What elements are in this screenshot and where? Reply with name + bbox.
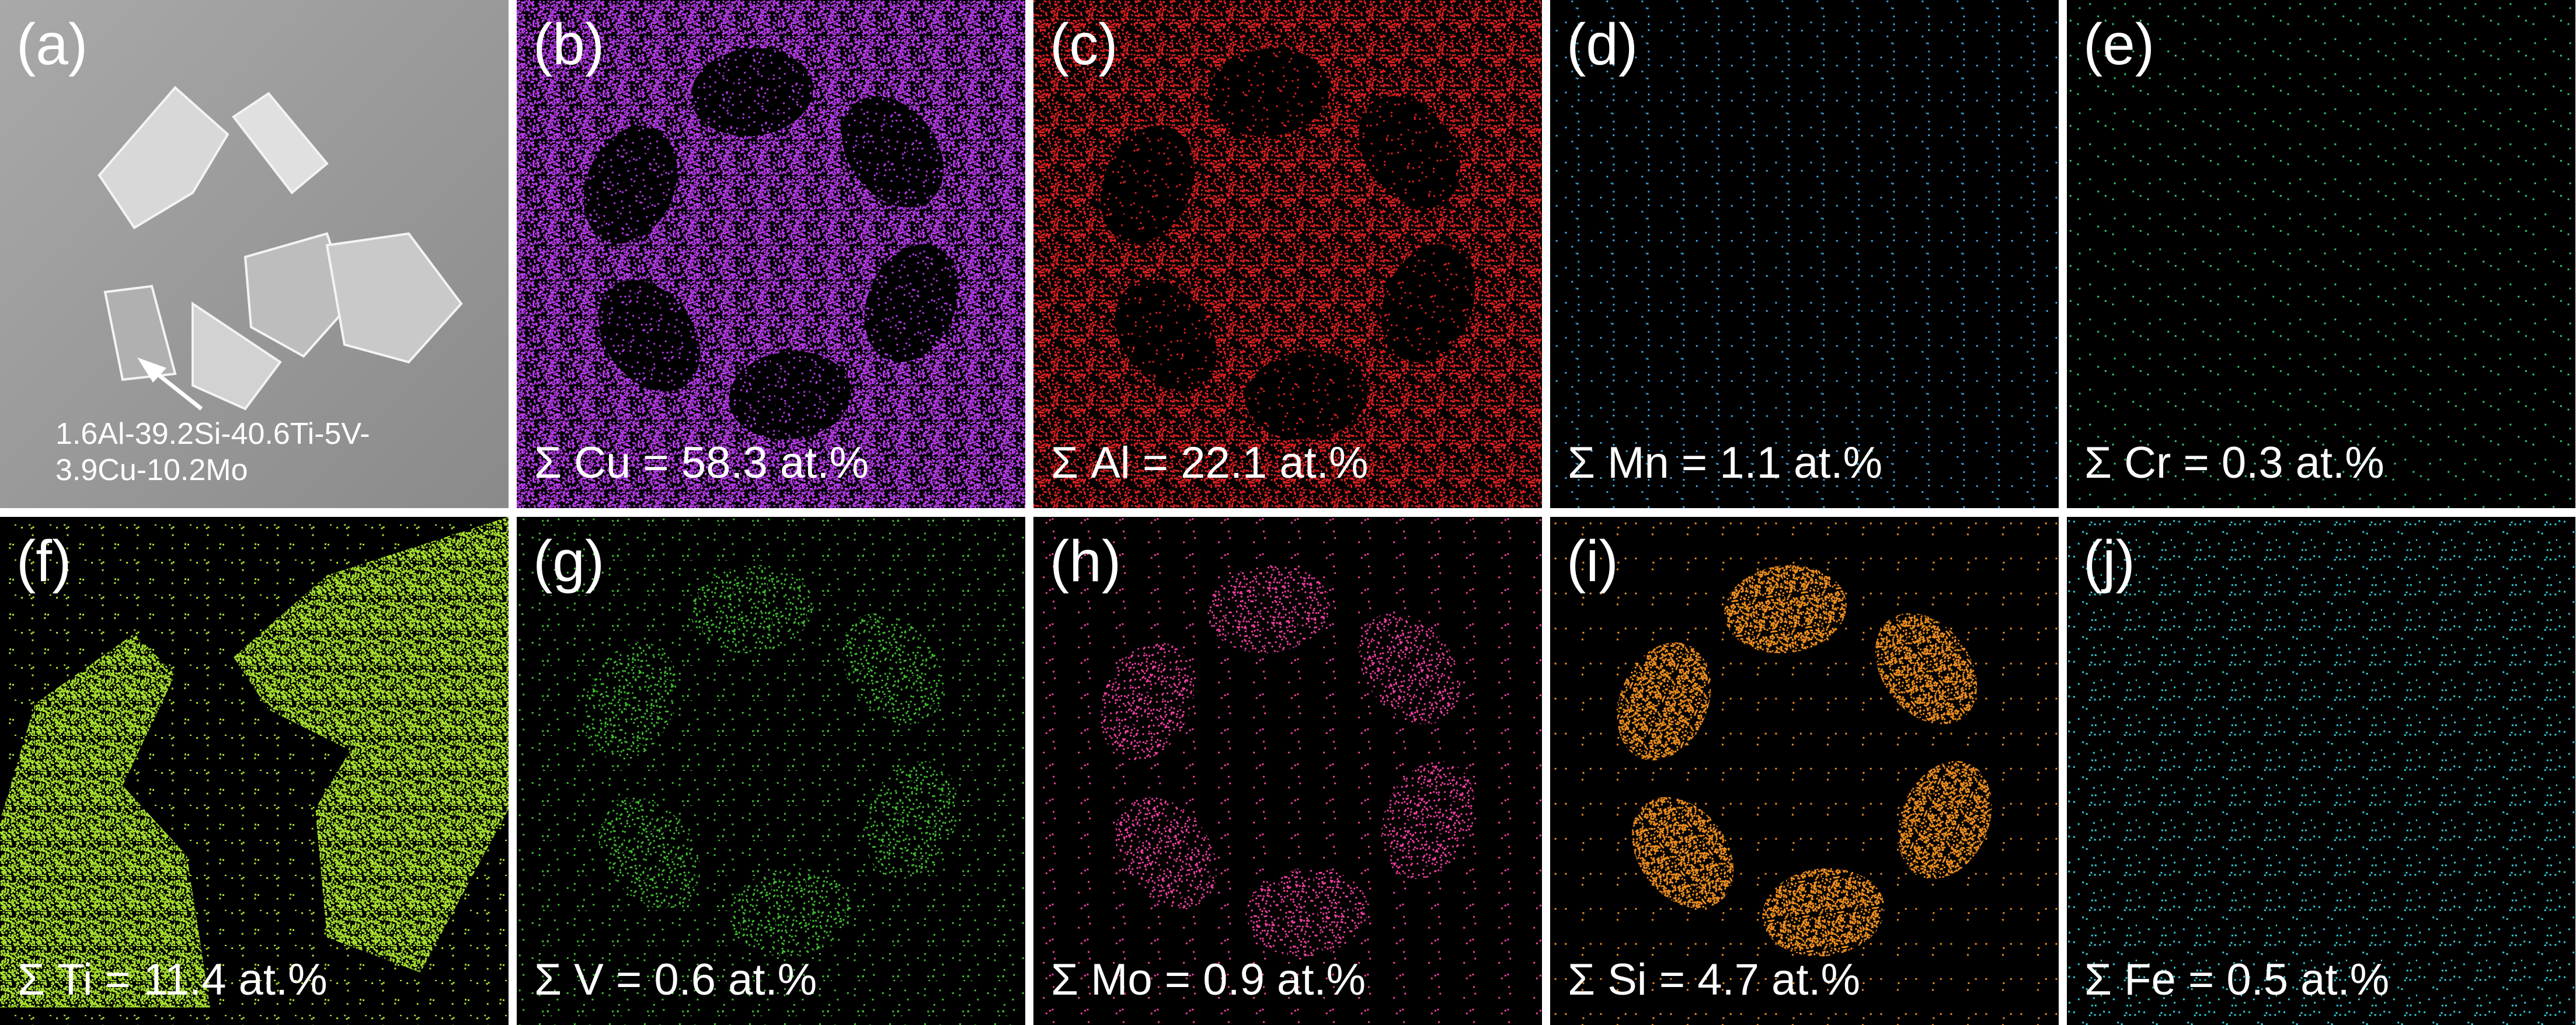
grain: [103, 284, 177, 381]
panel-label: (j): [2083, 529, 2135, 594]
panel-label: (i): [1567, 529, 1618, 594]
panel-label: (d): [1567, 12, 1638, 77]
map-region: [583, 642, 678, 760]
caption: Σ Fe = 0.5 at.%: [2084, 955, 2389, 1005]
caption: Σ Mo = 0.9 at.%: [1051, 955, 1366, 1005]
element-map: [2067, 0, 2575, 508]
map-region: [1358, 96, 1461, 208]
map-region: [1617, 642, 1711, 760]
arrow-head: [137, 357, 166, 383]
map-region: [691, 48, 813, 137]
grain: [325, 232, 463, 364]
map-region: [729, 351, 851, 440]
grain: [243, 232, 352, 358]
panel: Σ Al = 22.1 at.% (c): [1033, 0, 1542, 508]
map-region: [1115, 280, 1217, 392]
caption: Σ Al = 22.1 at.%: [1051, 438, 1368, 488]
annotation: 1.6Al-39.2Si-40.6Ti-5V-: [55, 417, 370, 451]
element-map: [2067, 517, 2575, 1025]
caption: Σ Cu = 58.3 at.%: [534, 438, 869, 488]
map-region: [1245, 351, 1368, 440]
panel-label: (b): [533, 12, 604, 77]
map-region: [1207, 565, 1330, 654]
panel-label: (f): [16, 529, 71, 594]
map-region: [1100, 126, 1195, 244]
panel-label: (e): [2083, 12, 2154, 77]
caption: Σ Ti = 11.4 at.%: [18, 955, 328, 1005]
map-region: [1358, 613, 1461, 725]
map-region: [1100, 642, 1195, 760]
panel: Σ Fe = 0.5 at.% (j): [2067, 517, 2575, 1025]
grain: [192, 301, 282, 411]
grain: [98, 86, 229, 230]
panel: Σ Cu = 58.3 at.% (b): [517, 0, 1025, 508]
panel-label: (c): [1050, 12, 1118, 77]
panel: Σ Si = 4.7 at.% (i): [1550, 517, 2059, 1025]
map-region: [583, 126, 678, 244]
caption: Σ Si = 4.7 at.%: [1568, 955, 1860, 1005]
grain: [232, 92, 329, 194]
annotation: 3.9Cu-10.2Mo: [55, 453, 248, 487]
map-region: [841, 96, 944, 208]
caption: Σ Mn = 1.1 at.%: [1568, 438, 1882, 488]
panel: Σ V = 0.6 at.% (g): [517, 517, 1025, 1025]
element-map: [1550, 0, 2059, 508]
map-region: [841, 613, 944, 725]
map-region: [1381, 761, 1475, 879]
map-region: [729, 868, 851, 957]
map-region: [1245, 868, 1368, 957]
panel-label: (a): [16, 12, 88, 77]
map-region: [1207, 48, 1330, 137]
map-region: [1762, 868, 1885, 957]
panel: 1.6Al-39.2Si-40.6Ti-5V-3.9Cu-10.2Mo (a): [0, 0, 509, 508]
caption: Σ V = 0.6 at.%: [534, 955, 817, 1005]
map-region: [598, 280, 701, 392]
panel: Σ Cr = 0.3 at.% (e): [2067, 0, 2575, 508]
map-region: [1724, 565, 1847, 654]
map-region: [1875, 613, 1978, 725]
map-region: [864, 761, 959, 879]
panel: Σ Ti = 11.4 at.% (f): [0, 517, 509, 1025]
map-region: [598, 797, 701, 909]
map-region: [1115, 797, 1217, 909]
panel: Σ Mo = 0.9 at.% (h): [1033, 517, 1542, 1025]
map-region: [234, 517, 509, 972]
panel: Σ Mn = 1.1 at.% (d): [1550, 0, 2059, 508]
map-region: [1898, 761, 1992, 879]
map-region: [1631, 797, 1734, 909]
panel-label: (g): [533, 529, 604, 594]
map-region: [691, 565, 813, 654]
panel-label: (h): [1050, 529, 1121, 594]
map-region: [0, 634, 210, 1007]
map-region: [864, 244, 959, 362]
caption: Σ Cr = 0.3 at.%: [2084, 438, 2384, 488]
map-region: [1381, 244, 1475, 362]
